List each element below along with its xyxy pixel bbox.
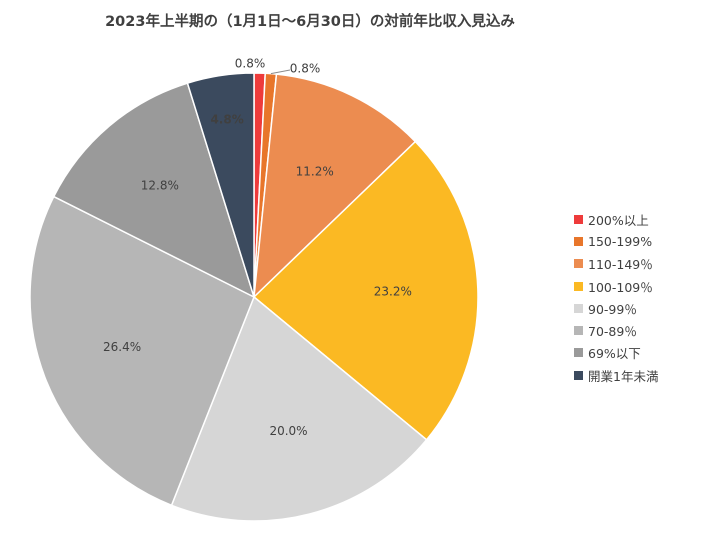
leader-lines <box>270 69 291 75</box>
legend-swatch <box>574 259 583 269</box>
data-label-4: 23.2% <box>374 284 412 298</box>
chart-title: 2023年上半期の（1月1日〜6月30日）の対前年比収入見込み <box>105 14 515 30</box>
data-label-7: 12.8% <box>141 179 179 193</box>
legend-item: 開業1年未満 <box>574 364 658 386</box>
legend-label: 69%以下 <box>588 346 641 362</box>
legend-item: 69%以下 <box>574 342 658 364</box>
legend-item: 70-89％ <box>574 319 658 341</box>
legend-label: 90-99％ <box>588 301 637 317</box>
data-label-8: 4.8% <box>210 112 243 126</box>
legend-swatch <box>574 236 583 246</box>
legend-swatch <box>574 281 583 291</box>
legend-item: 110-149％ <box>574 253 658 275</box>
data-labels: 0.8% 0.8% 11.2% 23.2% 20.0% 26.4% 12.8% 4.8% <box>103 57 412 439</box>
data-label-1: 0.8% <box>235 57 266 71</box>
legend-item: 150-199% <box>574 230 658 252</box>
legend-label: 70-89％ <box>588 324 637 340</box>
legend-swatch <box>574 348 583 358</box>
pie-slice-4 <box>252 140 479 441</box>
legend-label: 150-199% <box>588 233 653 249</box>
data-label-6: 26.4% <box>103 340 141 354</box>
leader-line <box>270 69 291 75</box>
legend: 200%以上 150-199% 110-149％ 100-109％ 90-99％ 70-8… <box>574 208 658 386</box>
legend-label: 200%以上 <box>588 212 649 228</box>
data-label-2: 0.8% <box>290 62 321 76</box>
legend-label: 110-149％ <box>588 257 653 273</box>
legend-label: 開業1年未満 <box>588 368 659 384</box>
pie-slices <box>29 72 479 522</box>
legend-item: 100-109％ <box>574 275 658 297</box>
pie-slice-6 <box>29 195 255 507</box>
legend-item: 200%以上 <box>574 208 658 230</box>
pie-slice-8 <box>186 72 255 298</box>
legend-label: 100-109％ <box>588 279 653 295</box>
legend-swatch <box>574 214 583 224</box>
pie-slice-5 <box>170 295 428 522</box>
legend-swatch <box>574 303 583 313</box>
data-label-3: 11.2% <box>296 165 334 179</box>
pie-slice-3 <box>253 73 417 299</box>
legend-swatch <box>574 370 583 380</box>
legend-item: 90-99％ <box>574 297 658 319</box>
data-label-5: 20.0% <box>269 424 307 438</box>
legend-swatch <box>574 326 583 336</box>
